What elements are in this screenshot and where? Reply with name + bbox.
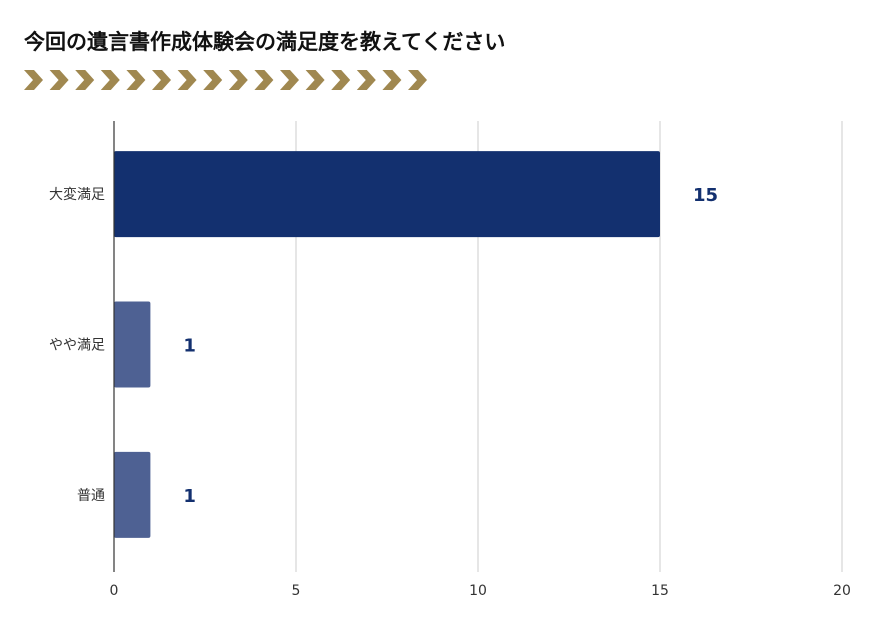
category-label: 普通 — [77, 488, 105, 504]
chevron-right-icon — [408, 70, 427, 90]
chevron-right-icon — [305, 70, 325, 90]
bar — [114, 451, 151, 538]
bar — [114, 151, 660, 238]
chevron-right-icon — [228, 70, 248, 90]
category-label: 大変満足 — [49, 186, 105, 203]
chevron-decoration — [24, 70, 427, 90]
x-tick-label: 0 — [110, 583, 119, 599]
bar — [114, 301, 151, 388]
x-tick-label: 20 — [833, 583, 851, 599]
chevron-right-icon — [254, 70, 274, 90]
data-label: 1 — [183, 486, 196, 507]
chevron-right-icon — [49, 70, 69, 90]
category-label: やや満足 — [49, 338, 105, 354]
chevron-right-icon — [382, 70, 402, 90]
x-tick-label: 10 — [469, 583, 487, 599]
chevron-right-icon — [75, 70, 95, 90]
data-label: 1 — [183, 336, 196, 357]
chevron-right-icon — [126, 70, 146, 90]
chevron-right-icon — [331, 70, 351, 90]
chevron-right-icon — [24, 70, 43, 90]
chevron-right-icon — [280, 70, 299, 90]
chevron-right-icon — [177, 70, 197, 90]
chevron-right-icon — [203, 70, 223, 90]
chart-title: 今回の遺言書作成体験会の満足度を教えてください — [24, 30, 506, 54]
chevron-right-icon — [152, 70, 171, 90]
x-tick-label: 5 — [292, 583, 301, 599]
chevron-right-icon — [356, 70, 376, 90]
x-tick-label: 15 — [651, 583, 669, 599]
chevron-right-icon — [100, 70, 120, 90]
data-label: 15 — [693, 185, 718, 206]
